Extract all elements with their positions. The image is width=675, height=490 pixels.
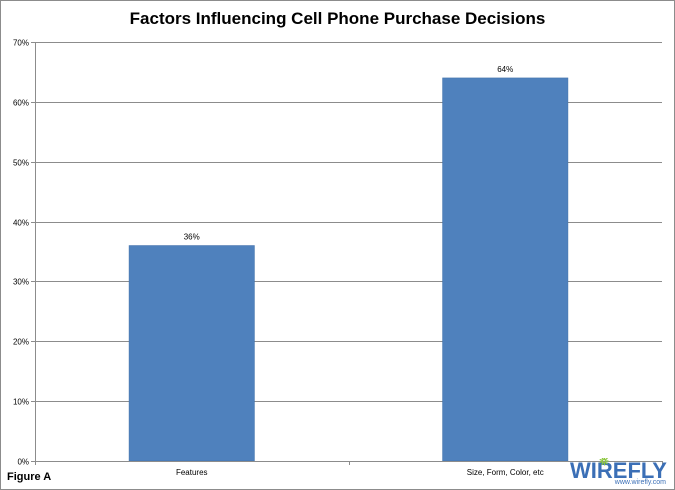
y-tick-label: 60% (13, 99, 29, 108)
data-label: 36% (184, 233, 200, 242)
figure-label: Figure A (7, 471, 52, 483)
y-tick-label: 0% (17, 458, 29, 467)
y-tick-label: 20% (13, 338, 29, 347)
y-tick-label: 40% (13, 219, 29, 228)
logo-spark-icon (599, 458, 609, 466)
logo-wordmark: WIREFLY (570, 458, 667, 483)
chart-title: Factors Influencing Cell Phone Purchase … (129, 9, 546, 28)
x-tick-label: Features (176, 468, 208, 477)
y-tick-label: 50% (13, 159, 29, 168)
x-tick-label: Size, Form, Color, etc (467, 468, 544, 477)
logo-url: www.wirefly.com (614, 479, 666, 486)
bar (128, 245, 255, 462)
y-tick-label: 30% (13, 278, 29, 287)
y-tick-label: 70% (13, 39, 29, 48)
wirefly-logo: WIREFLY www.wirefly.com (570, 458, 670, 486)
data-label: 64% (497, 65, 513, 74)
bar (442, 77, 569, 462)
y-tick-label: 10% (13, 398, 29, 407)
